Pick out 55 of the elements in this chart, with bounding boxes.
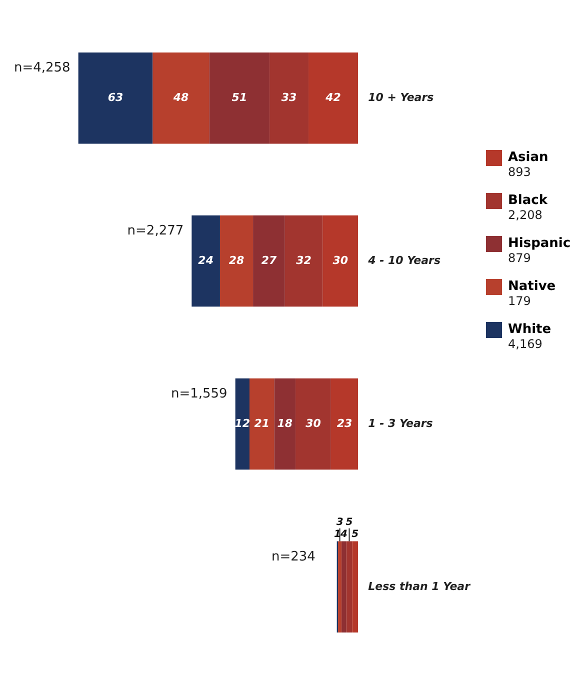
text: 4,169 <box>508 337 544 351</box>
bar <box>152 52 210 144</box>
data-label: 63 <box>108 90 124 104</box>
bar <box>209 52 270 144</box>
bar <box>330 378 358 470</box>
data-label: 23 <box>336 416 353 430</box>
data-label: 33 <box>281 90 298 104</box>
legend-label: Hispanic <box>508 236 571 251</box>
bar <box>235 378 250 470</box>
text: 893 <box>508 165 532 179</box>
legend-label: White <box>508 322 552 337</box>
data-label: 27 <box>261 254 277 267</box>
legend-label: Native <box>508 279 556 294</box>
data-label: 30 <box>332 254 348 267</box>
bar <box>284 215 323 307</box>
bar <box>253 215 285 307</box>
data-label: 42 <box>324 90 342 104</box>
text: n=4,258 <box>14 60 70 76</box>
y-tick-label: 10 + Years <box>368 90 434 104</box>
data-label: 30 <box>306 416 322 430</box>
data-label: 5 <box>346 516 353 528</box>
y-tick-label: Less than 1 Year <box>368 580 471 593</box>
bar <box>270 52 309 144</box>
bar <box>296 378 331 470</box>
legend-label: Asian <box>508 150 548 165</box>
bar <box>220 215 254 307</box>
bar <box>308 52 358 144</box>
annotation: n=1,559 <box>170 386 228 402</box>
data-label: 51 <box>232 90 248 104</box>
bar <box>78 52 153 144</box>
bar <box>274 378 296 470</box>
legend-label: Black <box>508 193 548 208</box>
y-tick-label: 1 - 3 Years <box>368 416 434 430</box>
data-label: 28 <box>228 254 245 267</box>
bar <box>346 541 352 633</box>
text: 879 <box>508 251 532 265</box>
text: 179 <box>508 294 532 308</box>
bar <box>249 378 274 470</box>
annotation: n=234 <box>271 549 316 564</box>
text: 2,208 <box>508 208 544 222</box>
data-label: 5 <box>352 528 359 540</box>
data-label: 24 <box>198 254 214 267</box>
bar <box>322 215 358 307</box>
data-label: 21 <box>254 416 270 430</box>
y-tick-label: 4 - 10 Years <box>367 254 441 267</box>
data-label: 32 <box>296 254 312 267</box>
bar <box>192 215 220 307</box>
bar <box>352 541 358 633</box>
data-label: 3 <box>336 516 344 528</box>
annotation: n=2,277 <box>127 223 184 238</box>
data-label: 48 <box>172 90 190 104</box>
data-label: 4 <box>339 528 348 540</box>
bar <box>342 541 346 633</box>
data-label: 18 <box>277 416 293 430</box>
bar <box>338 541 342 633</box>
